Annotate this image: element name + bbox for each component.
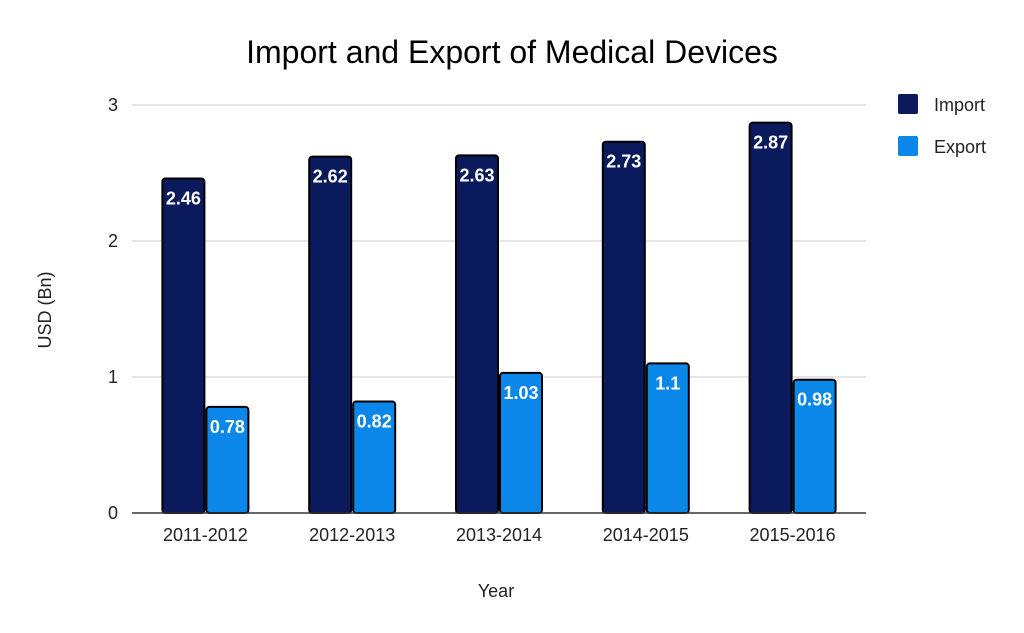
x-axis-label: Year	[478, 581, 514, 601]
bar-import-2012-2013	[308, 155, 353, 514]
x-tick-label-2012-2013: 2012-2013	[309, 525, 395, 545]
data-label-import-2014-2015: 2.73	[606, 152, 641, 172]
y-tick-label-1: 1	[108, 367, 118, 387]
legend-label-import: Import	[934, 95, 985, 115]
data-label-export-2013-2014: 1.03	[503, 383, 538, 403]
bars	[132, 121, 866, 515]
data-label-export-2011-2012: 0.78	[210, 417, 245, 437]
data-label-export-2014-2015: 1.1	[655, 373, 680, 393]
data-label-import-2013-2014: 2.63	[459, 165, 494, 185]
x-tick-label-2015-2016: 2015-2016	[750, 525, 836, 545]
bar-import-2011-2012	[161, 177, 206, 514]
data-label-import-2012-2013: 2.62	[313, 167, 348, 187]
bar-import-2013-2014	[455, 154, 499, 514]
x-tick-label-2011-2012: 2011-2012	[163, 525, 248, 545]
legend-swatch-import	[898, 94, 918, 114]
y-tick-label-2: 2	[108, 231, 118, 251]
data-label-export-2012-2013: 0.82	[357, 411, 392, 431]
x-tick-label-2013-2014: 2013-2014	[456, 525, 542, 545]
legend-swatch-export	[898, 136, 918, 156]
legend-label-export: Export	[934, 137, 986, 157]
data-label-import-2011-2012: 2.46	[166, 188, 201, 208]
y-tick-label-0: 0	[108, 503, 118, 523]
y-tick-label-3: 3	[108, 95, 118, 115]
y-axis-ticks: 0 1 2 3	[108, 95, 118, 523]
chart-title: Import and Export of Medical Devices	[246, 34, 778, 70]
x-tick-label-2014-2015: 2014-2015	[603, 525, 689, 545]
data-label-export-2015-2016: 0.98	[797, 390, 832, 410]
data-label-import-2015-2016: 2.87	[753, 133, 788, 153]
x-axis-ticks: 2011-2012 2012-2013 2013-2014 2014-2015 2015…	[163, 525, 836, 545]
y-axis-label: USD (Bn)	[35, 271, 55, 348]
legend: Import Export	[898, 94, 986, 157]
bar-import-2015-2016	[748, 121, 793, 515]
bar-import-2014-2015	[601, 140, 646, 514]
data-labels: 2.46 0.78 2.62 0.82 2.63 1.03 2.73 1.1 2.87 0.98	[166, 133, 832, 437]
